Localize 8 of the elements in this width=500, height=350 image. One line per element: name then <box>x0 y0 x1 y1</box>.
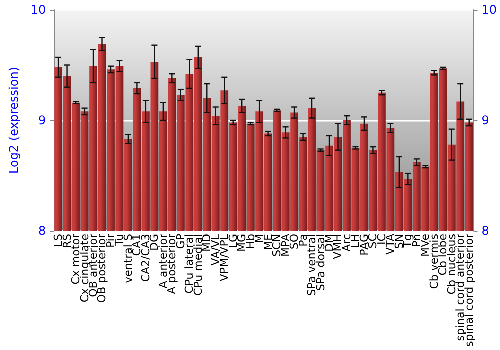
x-tick-label: A posterior <box>166 234 179 294</box>
y2-tick-label: 8 <box>482 224 490 238</box>
y-tick-label: 8 <box>38 224 46 238</box>
y-tick-label: 9 <box>38 114 46 128</box>
y2-tick-label: 10 <box>482 3 498 17</box>
y-tick-label: 10 <box>30 3 46 17</box>
y2-tick-label: 9 <box>482 114 490 128</box>
y-axis-title: Log2 (expression) <box>7 67 21 174</box>
